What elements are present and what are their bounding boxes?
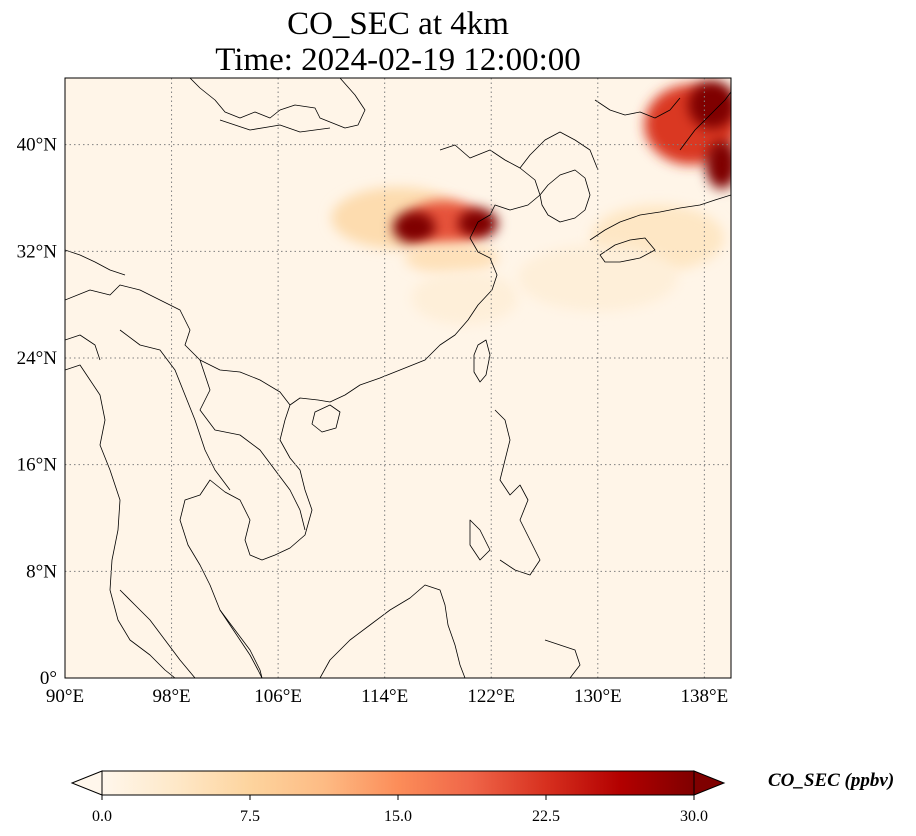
colorbar-extend-max bbox=[693, 770, 726, 796]
lon-tick-label: 98°E bbox=[152, 686, 190, 707]
lat-tick-label: 40°N bbox=[17, 135, 58, 156]
colorbar-tick-label: 22.5 bbox=[532, 808, 560, 825]
lon-tick-label: 114°E bbox=[361, 686, 408, 707]
lon-tick-label: 138°E bbox=[681, 686, 729, 707]
colorbar-tick-label: 30.0 bbox=[680, 808, 708, 825]
colorbar-label: CO_SEC (ppbv) bbox=[768, 770, 895, 791]
longitude-ticks: 90°E 98°E 106°E 114°E 122°E 130°E 138°E bbox=[46, 686, 728, 707]
colorbar-extend-min bbox=[70, 770, 103, 796]
concentration-plume bbox=[705, 140, 731, 189]
map-background bbox=[65, 78, 731, 678]
map-title-line1: CO_SEC at 4km bbox=[287, 6, 509, 42]
gridlines bbox=[65, 78, 731, 678]
concentration-plume bbox=[457, 208, 498, 238]
map-title-line2: Time: 2024-02-19 12:00:00 bbox=[215, 42, 581, 78]
lon-tick-label: 106°E bbox=[254, 686, 302, 707]
colorbar-tick-label: 7.5 bbox=[240, 808, 260, 825]
concentration-plume bbox=[404, 242, 498, 274]
concentration-plume bbox=[517, 244, 678, 312]
colorbar-tick-label: 15.0 bbox=[384, 808, 412, 825]
colorbar-ticks: 0.0 7.5 15.0 22.5 30.0 bbox=[92, 795, 708, 825]
lon-tick-label: 122°E bbox=[467, 686, 515, 707]
lat-tick-label: 0° bbox=[40, 668, 57, 689]
concentration-plume bbox=[411, 271, 518, 325]
lat-tick-label: 24°N bbox=[17, 348, 58, 369]
lat-tick-label: 32°N bbox=[17, 241, 58, 262]
lat-tick-label: 8°N bbox=[26, 561, 57, 582]
colorbar-tick-label: 0.0 bbox=[92, 808, 112, 825]
latitude-ticks: 0° 8°N 16°N 24°N 32°N 40°N bbox=[17, 135, 58, 689]
map-frame bbox=[64, 77, 732, 679]
lon-tick-label: 90°E bbox=[46, 686, 84, 707]
concentration-plume bbox=[688, 80, 731, 129]
colorbar: 0.0 7.5 15.0 22.5 30.0 bbox=[70, 770, 726, 825]
coastlines bbox=[65, 78, 731, 678]
lat-tick-label: 16°N bbox=[17, 455, 58, 476]
lon-tick-label: 130°E bbox=[574, 686, 622, 707]
concentration-plume bbox=[392, 211, 436, 244]
colorbar-gradient bbox=[101, 770, 695, 796]
